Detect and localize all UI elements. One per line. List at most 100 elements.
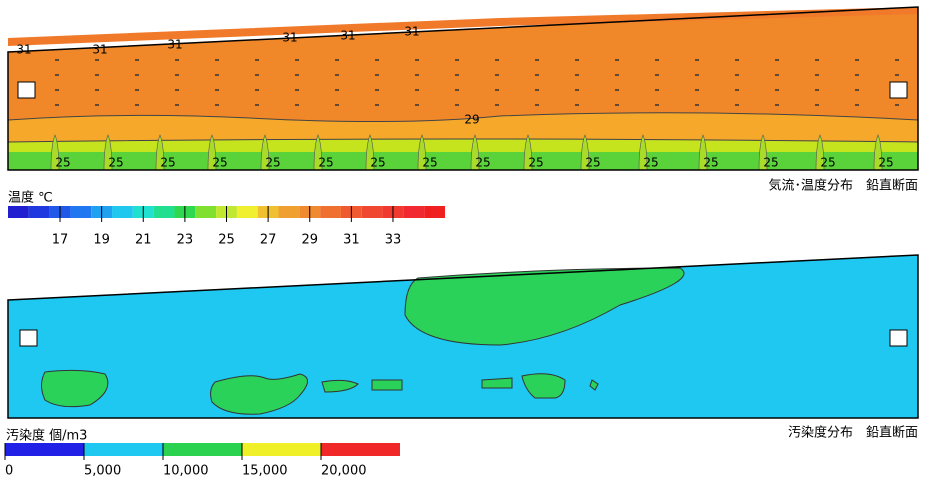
blob	[41, 369, 109, 408]
contour-label: 25	[475, 156, 490, 170]
legend-swatch	[28, 206, 50, 218]
contour-label: 31	[282, 31, 297, 45]
legend-label: 19	[93, 233, 110, 248]
contour-label: 25	[108, 156, 123, 170]
temperature-legend: 17 19 21 23 25 27 29 31 33	[8, 206, 445, 248]
caption: 汚染度分布 鉛直断面	[788, 425, 918, 441]
legend-label: 21	[135, 233, 152, 248]
caption: 気流･温度分布 鉛直断面	[768, 178, 918, 194]
contour-labels: 31 31 31 31 31 31 29 25 25 25 25 25 25 25 25 25 25 25 25 25…	[16, 25, 893, 170]
legend-label: 5,000	[84, 464, 121, 479]
plume	[638, 134, 648, 171]
legend-label: 27	[260, 233, 277, 248]
plume	[523, 134, 533, 171]
plume	[758, 134, 768, 171]
legend-label: 31	[343, 233, 360, 248]
legend-label: 17	[52, 233, 69, 248]
legend-swatch	[5, 443, 84, 456]
contour-label: 25	[160, 156, 175, 170]
contour-label: 31	[92, 43, 107, 57]
contour-label: 25	[878, 156, 893, 170]
legend-label: 0	[5, 464, 13, 479]
contour-label: 31	[340, 29, 355, 43]
contour-label: 25	[528, 156, 543, 170]
legend-swatch	[403, 206, 425, 218]
legend-swatch	[424, 206, 445, 218]
legend-label: 23	[177, 233, 194, 248]
plume	[313, 134, 323, 171]
legend-label: 25	[218, 233, 235, 248]
legend-label: 15,000	[242, 464, 288, 479]
blob	[404, 267, 685, 346]
contour-label: 31	[16, 43, 31, 57]
legend-label: 20,000	[321, 464, 367, 479]
contour-label: 31	[404, 25, 419, 39]
contour-label: 25	[585, 156, 600, 170]
legend-title: 温度 ℃	[8, 190, 53, 206]
legend-swatch	[112, 206, 133, 218]
legend-swatch	[84, 443, 163, 456]
plume	[873, 134, 883, 171]
legend-label: 33	[385, 233, 402, 248]
legend-swatch	[153, 206, 175, 218]
zone-hot	[8, 7, 918, 46]
plume	[207, 134, 217, 171]
blob	[589, 379, 599, 391]
section-outline	[7, 254, 919, 419]
pollution-section: 汚染度分布 鉛直断面 汚染度 個/m3 0 5,000 10,000 15,000 20…	[4, 254, 919, 479]
legend-swatch	[278, 206, 300, 218]
blob	[481, 377, 513, 389]
blob	[321, 379, 359, 393]
legend-swatch	[163, 443, 242, 456]
zone-medium	[41, 267, 685, 415]
contour-label: 25	[265, 156, 280, 170]
contour-label: 31	[167, 38, 182, 52]
legend-swatch	[321, 443, 400, 456]
isotherm	[7, 112, 919, 123]
inlet	[19, 329, 38, 347]
plume	[155, 134, 165, 171]
isotherm	[7, 138, 919, 143]
contour-label: 25	[820, 156, 835, 170]
outlet	[889, 329, 908, 347]
legend-swatch	[242, 443, 321, 456]
section-outline	[7, 6, 919, 171]
plume	[260, 134, 270, 171]
legend-swatch	[361, 206, 383, 218]
plume	[698, 134, 708, 171]
plume	[417, 134, 427, 171]
plume	[580, 134, 590, 171]
contour-label: 29	[464, 113, 479, 127]
plume	[815, 134, 825, 171]
legend-swatch	[70, 206, 92, 218]
contour-label: 25	[318, 156, 333, 170]
pollution-legend: 0 5,000 10,000 15,000 20,000	[4, 443, 400, 479]
legend-label: 29	[301, 233, 318, 248]
plume	[365, 134, 375, 171]
legend-swatch	[236, 206, 258, 218]
zone-cold	[8, 152, 918, 170]
legend-label: 10,000	[163, 464, 209, 479]
plume	[50, 134, 60, 171]
blob	[521, 373, 566, 399]
outlet	[889, 81, 908, 99]
plume	[103, 134, 113, 171]
contour-label: 25	[643, 156, 658, 170]
temperature-section: 31 31 31 31 31 31 29 25 25 25 25 25 25 25 25 25 25 25 25 25…	[7, 6, 919, 248]
legend-title: 汚染度 個/m3	[6, 428, 87, 444]
plume	[470, 134, 480, 171]
contour-label: 25	[212, 156, 227, 170]
legend-swatch	[195, 206, 217, 218]
blob	[210, 373, 308, 415]
legend-swatch	[8, 206, 29, 218]
contour-label: 25	[55, 156, 70, 170]
inlet	[17, 81, 36, 99]
contour-label: 25	[763, 156, 778, 170]
airflow-arrows	[55, 59, 899, 106]
blob	[371, 379, 403, 391]
contour-label: 25	[703, 156, 718, 170]
contour-label: 25	[370, 156, 385, 170]
plumes	[50, 134, 883, 171]
legend-swatch	[320, 206, 341, 218]
